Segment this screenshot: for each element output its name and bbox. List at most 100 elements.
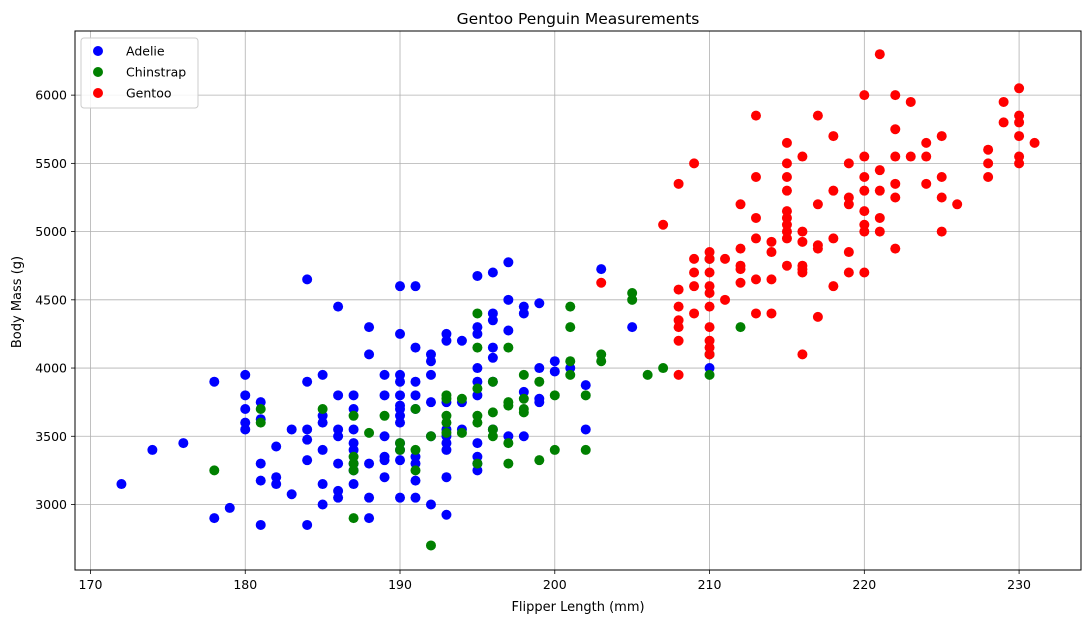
data-point-adelie <box>271 479 282 490</box>
data-point-gentoo <box>673 335 684 346</box>
data-point-gentoo <box>689 281 700 292</box>
data-point-chinstrap <box>317 403 328 414</box>
data-point-adelie <box>518 431 529 442</box>
data-point-adelie <box>549 366 560 377</box>
legend: Adelie Chinstrap Gentoo <box>80 37 199 109</box>
data-point-adelie <box>333 431 344 442</box>
data-point-gentoo <box>1014 158 1025 169</box>
data-points <box>116 49 1040 551</box>
data-point-gentoo <box>596 277 607 288</box>
data-point-gentoo <box>936 172 947 183</box>
data-point-adelie <box>410 342 421 353</box>
data-point-chinstrap <box>472 308 483 319</box>
data-point-chinstrap <box>642 369 653 380</box>
data-point-chinstrap <box>456 393 467 404</box>
data-point-gentoo <box>936 192 947 203</box>
data-point-gentoo <box>704 301 715 312</box>
data-point-chinstrap <box>580 444 591 455</box>
data-point-gentoo <box>843 158 854 169</box>
data-point-adelie <box>364 513 375 524</box>
data-point-gentoo <box>859 206 870 217</box>
y-tick-label: 5500 <box>35 156 67 171</box>
data-point-chinstrap <box>364 427 375 438</box>
data-point-gentoo <box>890 243 901 254</box>
y-tick-label: 6000 <box>35 88 67 103</box>
data-point-gentoo <box>735 264 746 275</box>
data-point-adelie <box>317 444 328 455</box>
data-point-gentoo <box>750 308 761 319</box>
data-point-chinstrap <box>704 369 715 380</box>
data-point-adelie <box>255 519 266 530</box>
data-point-chinstrap <box>518 407 529 418</box>
data-point-gentoo <box>905 96 916 107</box>
data-point-adelie <box>410 390 421 401</box>
data-point-adelie <box>580 380 591 391</box>
data-point-gentoo <box>673 322 684 333</box>
data-point-chinstrap <box>487 407 498 418</box>
data-point-adelie <box>302 376 313 387</box>
y-tick-label: 3000 <box>35 497 67 512</box>
data-point-gentoo <box>890 178 901 189</box>
data-point-chinstrap <box>565 322 576 333</box>
data-point-gentoo <box>983 172 994 183</box>
data-point-chinstrap <box>348 410 359 421</box>
data-point-adelie <box>425 499 436 510</box>
data-point-gentoo <box>781 233 792 244</box>
data-point-adelie <box>503 294 514 305</box>
data-point-gentoo <box>890 90 901 101</box>
data-point-gentoo <box>781 137 792 148</box>
data-point-chinstrap <box>255 417 266 428</box>
data-point-gentoo <box>750 274 761 285</box>
data-point-gentoo <box>766 308 777 319</box>
data-point-gentoo <box>673 178 684 189</box>
data-point-chinstrap <box>209 465 220 476</box>
legend-box <box>80 37 199 109</box>
x-tick-label: 180 <box>233 577 257 592</box>
data-point-gentoo <box>735 199 746 210</box>
data-point-gentoo <box>673 284 684 295</box>
data-point-gentoo <box>859 172 870 183</box>
data-point-chinstrap <box>518 393 529 404</box>
data-point-gentoo <box>921 151 932 162</box>
data-point-chinstrap <box>456 427 467 438</box>
data-point-gentoo <box>952 199 963 210</box>
data-point-adelie <box>441 335 452 346</box>
data-point-adelie <box>317 417 328 428</box>
data-point-gentoo <box>812 199 823 210</box>
data-point-adelie <box>147 444 158 455</box>
data-point-adelie <box>503 257 514 268</box>
data-point-adelie <box>534 397 545 408</box>
data-point-gentoo <box>689 308 700 319</box>
data-point-chinstrap <box>487 431 498 442</box>
data-point-adelie <box>209 376 220 387</box>
data-point-gentoo <box>689 267 700 278</box>
data-point-gentoo <box>797 226 808 237</box>
data-point-chinstrap <box>379 410 390 421</box>
data-point-adelie <box>441 509 452 520</box>
data-point-gentoo <box>859 185 870 196</box>
data-point-gentoo <box>874 212 885 223</box>
data-point-gentoo <box>936 131 947 142</box>
data-point-adelie <box>240 403 251 414</box>
data-point-chinstrap <box>410 465 421 476</box>
data-point-adelie <box>116 479 127 490</box>
data-point-adelie <box>271 441 282 452</box>
data-point-adelie <box>456 335 467 346</box>
data-point-chinstrap <box>503 400 514 411</box>
data-point-adelie <box>395 376 406 387</box>
data-point-gentoo <box>812 243 823 254</box>
data-point-gentoo <box>828 233 839 244</box>
data-point-adelie <box>348 424 359 435</box>
data-point-gentoo <box>781 158 792 169</box>
data-point-chinstrap <box>441 393 452 404</box>
data-point-gentoo <box>936 226 947 237</box>
x-tick-label: 230 <box>1007 577 1031 592</box>
axis-ticks: 170 180 190 200 210 220 230 3000 3500 4000 4500 500… <box>35 88 1031 592</box>
data-point-adelie <box>395 390 406 401</box>
data-point-gentoo <box>750 110 761 121</box>
data-point-chinstrap <box>565 356 576 367</box>
data-point-gentoo <box>874 185 885 196</box>
data-point-gentoo <box>828 185 839 196</box>
data-point-adelie <box>240 390 251 401</box>
data-point-chinstrap <box>627 294 638 305</box>
